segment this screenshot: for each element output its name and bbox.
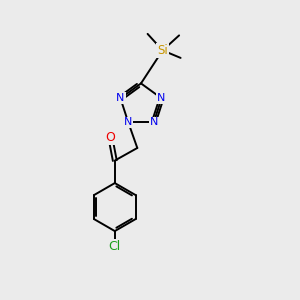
Text: N: N [124,118,133,128]
Text: Si: Si [157,44,168,57]
Text: N: N [149,118,158,128]
Text: N: N [158,93,166,103]
Text: N: N [116,93,124,103]
Text: O: O [105,131,115,144]
Text: Cl: Cl [109,240,121,253]
